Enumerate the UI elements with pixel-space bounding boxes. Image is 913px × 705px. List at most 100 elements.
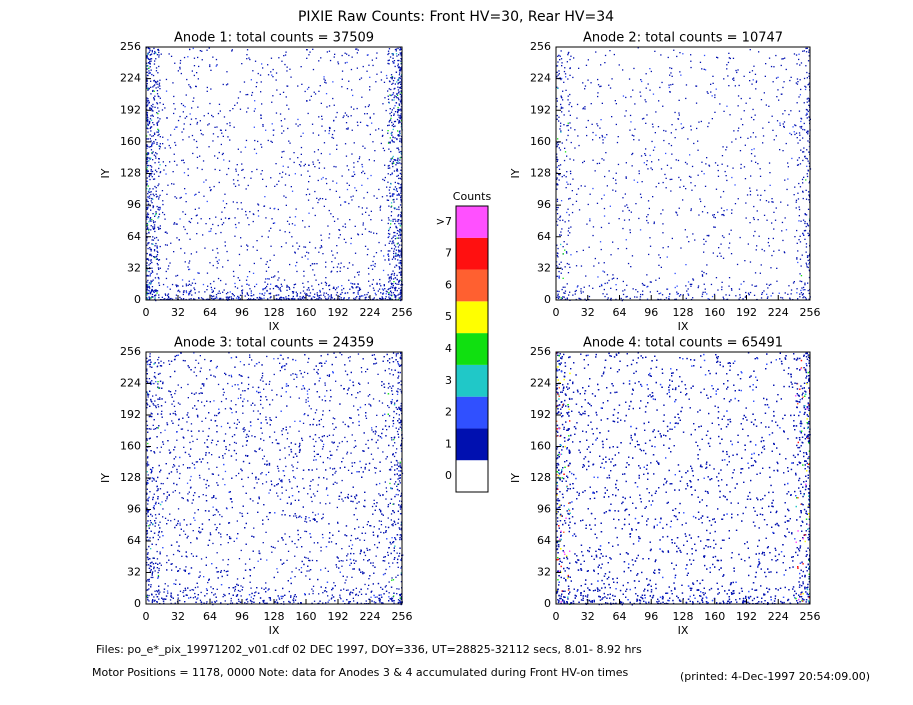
count-pixel bbox=[398, 293, 400, 295]
count-pixel bbox=[150, 220, 152, 222]
count-pixel bbox=[147, 118, 149, 121]
count-pixel bbox=[597, 125, 599, 127]
count-pixel bbox=[280, 298, 282, 301]
count-pixel bbox=[346, 53, 348, 55]
count-pixel bbox=[379, 207, 381, 209]
count-pixel bbox=[729, 114, 731, 116]
count-pixel bbox=[389, 186, 391, 188]
count-pixel bbox=[703, 243, 705, 245]
count-pixel bbox=[394, 277, 396, 279]
count-pixel bbox=[297, 118, 299, 121]
count-pixel bbox=[148, 259, 150, 261]
count-pixel bbox=[288, 140, 290, 142]
count-pixel bbox=[682, 199, 684, 201]
count-pixel bbox=[745, 217, 747, 219]
count-pixel bbox=[781, 93, 783, 95]
count-pixel bbox=[239, 108, 242, 110]
count-pixel bbox=[563, 124, 565, 126]
count-pixel bbox=[564, 221, 566, 223]
count-pixel bbox=[773, 66, 775, 68]
count-pixel bbox=[373, 255, 375, 258]
count-pixel bbox=[375, 57, 378, 59]
count-pixel bbox=[772, 129, 774, 131]
count-pixel bbox=[246, 49, 249, 51]
count-pixel bbox=[381, 296, 383, 298]
count-pixel bbox=[561, 176, 563, 178]
count-pixel bbox=[280, 296, 282, 298]
count-pixel bbox=[802, 289, 804, 291]
count-pixel bbox=[331, 250, 333, 252]
count-pixel bbox=[391, 173, 393, 175]
count-pixel bbox=[189, 221, 192, 224]
count-pixel bbox=[246, 244, 248, 246]
count-pixel bbox=[608, 84, 610, 86]
count-pixel bbox=[770, 283, 772, 286]
count-pixel bbox=[690, 54, 692, 56]
count-pixel bbox=[628, 209, 630, 212]
count-pixel bbox=[256, 297, 258, 299]
count-pixel bbox=[152, 135, 155, 137]
count-pixel bbox=[147, 160, 149, 162]
count-pixel bbox=[157, 134, 159, 137]
count-pixel bbox=[279, 297, 281, 299]
count-pixel bbox=[272, 68, 274, 71]
count-pixel bbox=[313, 274, 316, 276]
count-pixel bbox=[577, 188, 580, 190]
count-pixel bbox=[146, 145, 148, 147]
count-pixel bbox=[158, 259, 160, 261]
count-pixel bbox=[400, 100, 402, 102]
count-pixel bbox=[593, 265, 595, 267]
count-pixel bbox=[159, 245, 161, 248]
count-pixel bbox=[603, 215, 606, 217]
count-pixel bbox=[185, 290, 187, 292]
count-pixel bbox=[146, 125, 148, 127]
count-pixel bbox=[148, 122, 151, 125]
count-pixel bbox=[566, 298, 568, 300]
count-pixel bbox=[798, 239, 800, 241]
count-pixel bbox=[400, 189, 402, 191]
count-pixel bbox=[805, 189, 807, 191]
count-pixel bbox=[159, 85, 161, 87]
x-tick-label: 224 bbox=[768, 306, 789, 319]
count-pixel bbox=[196, 146, 198, 149]
count-pixel bbox=[598, 162, 601, 164]
count-pixel bbox=[321, 246, 323, 248]
count-pixel bbox=[387, 62, 389, 65]
count-pixel bbox=[387, 217, 390, 219]
count-pixel bbox=[393, 231, 395, 234]
count-pixel bbox=[252, 213, 254, 215]
count-pixel bbox=[715, 188, 718, 190]
count-pixel bbox=[726, 298, 729, 300]
count-pixel bbox=[346, 61, 348, 64]
count-pixel bbox=[359, 296, 361, 298]
count-pixel bbox=[292, 245, 294, 247]
count-pixel bbox=[711, 95, 713, 97]
y-tick-label: 64 bbox=[537, 230, 551, 243]
count-pixel bbox=[640, 293, 642, 296]
count-pixel bbox=[159, 591, 161, 593]
count-pixel bbox=[393, 242, 395, 244]
count-pixel bbox=[188, 268, 191, 270]
count-pixel bbox=[148, 229, 150, 231]
count-pixel bbox=[226, 173, 228, 176]
count-pixel bbox=[300, 153, 302, 155]
count-pixel bbox=[400, 78, 403, 80]
count-pixel bbox=[147, 57, 149, 60]
count-pixel bbox=[286, 104, 288, 106]
count-pixel bbox=[400, 249, 402, 251]
count-pixel bbox=[308, 86, 310, 89]
count-pixel bbox=[369, 133, 371, 136]
count-pixel bbox=[151, 51, 153, 53]
count-pixel bbox=[808, 145, 811, 148]
count-pixel bbox=[321, 115, 323, 117]
count-pixel bbox=[394, 286, 397, 289]
count-pixel bbox=[155, 256, 157, 258]
count-pixel bbox=[251, 94, 253, 96]
count-pixel bbox=[273, 254, 275, 256]
count-pixel bbox=[615, 190, 617, 192]
count-pixel bbox=[253, 148, 256, 150]
count-pixel bbox=[220, 298, 222, 300]
count-pixel bbox=[808, 182, 810, 184]
count-pixel bbox=[318, 134, 320, 136]
count-pixel bbox=[150, 60, 152, 62]
